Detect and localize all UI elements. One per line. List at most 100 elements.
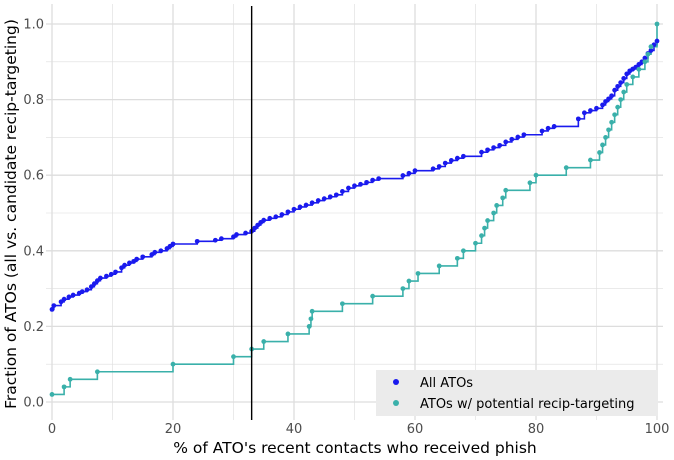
series-all-atos-point [609,93,615,99]
y-axis-title: Fraction of ATOs (all vs. candidate reci… [2,19,20,409]
series-all-atos-point [273,214,279,220]
series-recip-targeting-point [479,233,484,239]
y-tick-label: 0.0 [23,396,44,411]
series-recip-targeting-point [642,59,648,65]
series-all-atos-point [70,292,76,298]
series-all-atos-point [503,139,509,145]
x-tick-labels: 0 20 40 60 80 100 [48,422,670,437]
series-all-atos-point [234,232,239,237]
series-all-atos-point [49,306,55,312]
series-recip-targeting-point [61,384,67,390]
series-recip-targeting-point [491,210,497,216]
series-all-atos-point [621,76,627,81]
series-all-atos-point [98,275,103,281]
series-recip-targeting-point [527,180,533,186]
x-tick-label: 80 [528,422,545,437]
series-all-atos-point [588,108,593,113]
series-recip-targeting-point [436,263,442,269]
series-all-atos-point [615,83,621,89]
series-all-atos-point [648,48,654,53]
series-all-atos-point [127,260,132,266]
series-recip-targeting-point [482,225,487,231]
y-tick-label: 0.4 [23,244,44,259]
series-all-atos-point [340,189,345,194]
series-recip-targeting-point [609,119,615,125]
series-recip-targeting-point [67,376,73,382]
series-all-atos-point [515,134,521,140]
series-recip-targeting-point [461,248,466,254]
y-tick-labels: 0.0 0.2 0.4 0.6 0.8 1.0 [23,18,44,411]
series-all-atos-point [406,170,412,176]
series-recip-targeting-point [94,369,100,375]
series-all-atos-point [104,273,109,279]
series-all-atos-point [594,105,599,111]
series-all-atos-point [436,164,442,169]
x-tick-label: 0 [48,422,56,437]
series-points [49,21,660,397]
series-all-atos-point [113,269,118,275]
series-recip-targeting-point [406,278,412,284]
series-all-atos-point [303,202,309,208]
series-recip-targeting-point [231,354,236,360]
series-all-atos-point [575,116,581,122]
series-all-atos-point [485,147,490,153]
legend-label-recip-targeting: ATOs w/ potential recip-targeting [420,397,634,412]
series-all-atos-point [66,294,72,300]
series-all-atos-point [152,249,158,255]
legend: All ATOs ATOs w/ potential recip-targeti… [376,370,658,416]
series-recip-targeting-point [49,392,55,397]
series-recip-targeting-point [494,203,500,208]
y-tick-label: 0.2 [23,320,44,335]
series-all-atos-point [88,284,94,290]
y-tick-label: 1.0 [23,18,44,33]
series-all-atos-point [376,176,382,182]
series-recip-targeting-point [308,316,314,322]
series-all-atos-point [454,155,460,161]
series-all-atos-point [309,200,315,206]
series-recip-targeting-point [630,74,636,80]
series-all-atos-point [108,271,114,277]
series-recip-targeting-point [563,165,569,171]
x-tick-label: 100 [645,422,670,437]
series-recip-targeting-point [603,135,608,140]
series-all-atos-point [539,128,545,134]
series-recip-targeting-point [606,127,611,133]
series-all-atos-point [158,248,164,254]
series-all-atos-point [600,102,605,108]
series-all-atos-point [370,177,376,183]
series-all-atos-point [297,204,303,210]
series-recip-targeting-point [170,361,176,367]
series-all-atos-point [327,194,333,200]
series-all-atos-point [412,168,418,174]
series-all-atos-point [448,158,454,163]
series-recip-targeting-point [370,293,376,299]
grid [46,4,663,420]
series-all-atos-point [358,181,363,187]
series-recip-targeting-point [306,324,312,329]
series-all-atos-point [279,212,285,217]
series-all-atos-point [582,110,587,116]
series-all-atos-point [252,225,258,231]
legend-label-all-atos: All ATOs [420,376,473,391]
series-all-atos-point [140,254,146,260]
x-tick-label: 40 [286,422,303,437]
series-recip-targeting-point [415,271,421,276]
series-all-atos-point [479,149,484,155]
series-all-atos-point [291,206,297,212]
series-recip-targeting-point [621,89,627,95]
x-tick-label: 20 [165,422,182,437]
series-recip-targeting-point [500,195,506,201]
y-tick-label: 0.8 [23,93,44,108]
series-all-atos-point [509,136,515,142]
series-recip-targeting-point [612,112,618,118]
series-recip-targeting-point [533,172,539,178]
series-all-atos-point [654,38,660,44]
series-all-atos-point [122,262,127,268]
series-recip-targeting-point [309,308,315,314]
series-all-atos-point [321,196,327,202]
series-all-atos-point [79,289,85,295]
x-axis-title: % of ATO's recent contacts who received … [173,439,537,457]
series-recip-targeting-point [597,150,602,155]
series-all-atos-point [430,166,436,172]
